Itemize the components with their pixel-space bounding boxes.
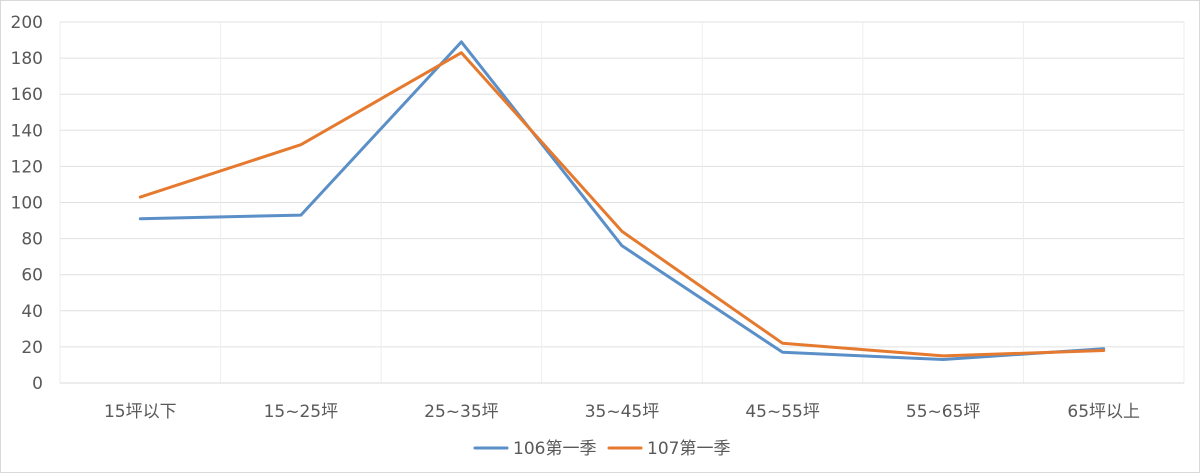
y-tick-label: 60 bbox=[21, 266, 43, 286]
y-tick-label: 20 bbox=[21, 338, 43, 358]
x-tick-label: 25~35坪 bbox=[424, 402, 499, 422]
series-lines bbox=[138, 40, 1106, 361]
x-tick-label: 15~25坪 bbox=[264, 402, 339, 422]
legend: 106第一季 107第一季 bbox=[473, 439, 730, 459]
data-point bbox=[621, 244, 624, 247]
y-tick-label: 80 bbox=[21, 230, 43, 250]
data-point bbox=[460, 40, 463, 43]
x-tick-label: 45~55坪 bbox=[745, 402, 820, 422]
x-tick-label: 55~65坪 bbox=[906, 402, 981, 422]
y-tick-label: 120 bbox=[11, 157, 43, 177]
data-point bbox=[1102, 349, 1105, 352]
series-line-1 bbox=[138, 40, 1106, 361]
data-point bbox=[460, 51, 463, 54]
y-tick-label: 0 bbox=[32, 374, 43, 394]
legend-label-1: 106第一季 bbox=[513, 439, 596, 459]
x-tick-label: 35~45坪 bbox=[585, 402, 660, 422]
data-point bbox=[942, 354, 945, 357]
y-tick-label: 200 bbox=[11, 13, 43, 33]
data-point bbox=[139, 217, 142, 220]
y-tick-label: 100 bbox=[11, 194, 43, 214]
data-point bbox=[942, 358, 945, 361]
grid-lines bbox=[59, 21, 1185, 383]
axes: 0 20 40 60 80 100 120 140 160 180 200 15坪以下 15~25坪 25… bbox=[11, 13, 1184, 422]
x-tick-label: 65坪以上 bbox=[1067, 402, 1140, 422]
y-tick-label: 140 bbox=[11, 121, 43, 141]
data-point bbox=[781, 351, 784, 354]
y-tick-label: 180 bbox=[11, 49, 43, 69]
y-tick-label: 160 bbox=[11, 85, 43, 105]
data-point bbox=[781, 342, 784, 345]
series-line-2 bbox=[138, 51, 1106, 358]
y-tick-label: 40 bbox=[21, 302, 43, 322]
data-point bbox=[139, 196, 142, 199]
x-tick-label: 15坪以下 bbox=[104, 402, 177, 422]
data-point bbox=[299, 214, 302, 217]
data-point bbox=[299, 143, 302, 146]
legend-label-2: 107第一季 bbox=[647, 439, 730, 459]
data-point bbox=[621, 230, 624, 233]
